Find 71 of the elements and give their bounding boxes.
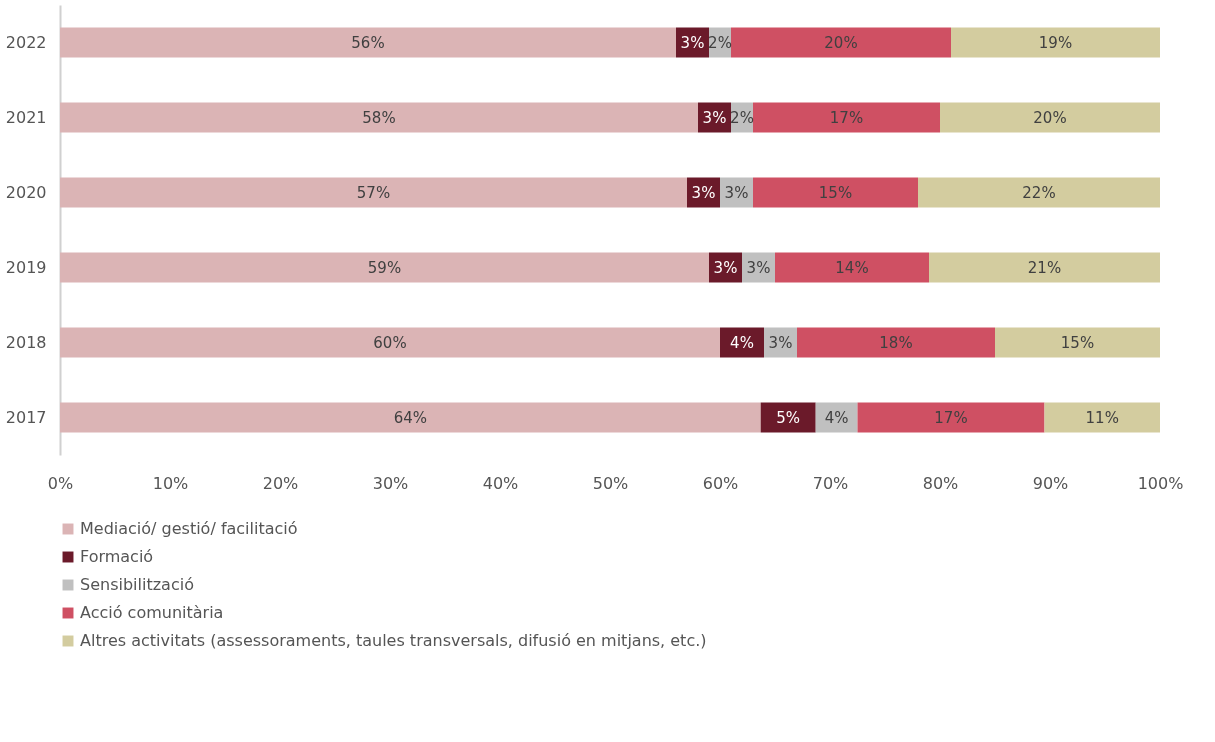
y-tick-label: 2017 [5, 407, 47, 427]
bar [760, 402, 816, 433]
x-tick-label: 0% [47, 473, 74, 493]
y-tick-label: 2020 [5, 182, 47, 202]
bar [797, 327, 995, 358]
data-label: 22% [1022, 183, 1056, 202]
data-label: 57% [356, 183, 391, 202]
bar [60, 177, 687, 208]
x-tick-label: 90% [1032, 473, 1069, 493]
x-tick-label: 50% [592, 473, 629, 493]
data-label: 15% [818, 183, 853, 202]
bar [951, 27, 1160, 58]
data-label: 11% [1085, 408, 1119, 427]
bar [753, 102, 940, 133]
data-label: 64% [393, 408, 428, 427]
bar [60, 102, 698, 133]
bar [60, 402, 761, 433]
bar [60, 27, 676, 58]
data-label: 59% [367, 258, 402, 277]
x-tick-label: 10% [152, 473, 189, 493]
data-label: 3% [713, 258, 738, 277]
y-tick-label: 2021 [5, 107, 47, 127]
data-label: 4% [730, 333, 754, 352]
data-label: 17% [829, 108, 864, 127]
data-label: 58% [362, 108, 396, 127]
bar [940, 102, 1160, 133]
x-tick-label: 80% [922, 473, 959, 493]
data-label: 3% [724, 183, 749, 202]
data-label: 4% [824, 408, 849, 427]
bar [753, 177, 918, 208]
legend-label: Altres activitats (assessoraments, taules transversals, difusió en mitjans, etc.) [80, 631, 707, 650]
bar [731, 27, 951, 58]
bar [929, 252, 1160, 283]
data-label: 20% [824, 33, 858, 52]
data-label: 56% [351, 33, 385, 52]
legend-label: Mediació/ gestió/ facilitació [80, 519, 298, 538]
data-label: 3% [746, 258, 771, 277]
y-tick-label: 2022 [5, 32, 47, 52]
data-label: 19% [1038, 33, 1073, 52]
bar [1044, 402, 1160, 433]
bar [775, 252, 929, 283]
legend-label: Sensibilització [80, 575, 194, 594]
bar [60, 252, 709, 283]
data-label: 21% [1027, 258, 1062, 277]
y-tick-label: 2019 [5, 257, 47, 277]
x-tick-label: 70% [812, 473, 849, 493]
bar [60, 327, 720, 358]
bar [918, 177, 1160, 208]
data-label: 3% [702, 108, 727, 127]
x-tick-label: 30% [372, 473, 409, 493]
bar [857, 402, 1045, 433]
data-label: 3% [680, 33, 705, 52]
data-label: 17% [934, 408, 968, 427]
data-label: 3% [691, 183, 716, 202]
data-label: 18% [879, 333, 913, 352]
x-tick-label: 20% [262, 473, 299, 493]
data-label: 60% [373, 333, 407, 352]
x-tick-label: 60% [702, 473, 739, 493]
x-tick-label: 40% [482, 473, 519, 493]
legend-label: Formació [80, 547, 154, 566]
bar [995, 327, 1160, 358]
data-label: 5% [776, 408, 801, 427]
data-label: 14% [835, 258, 869, 277]
data-label: 20% [1033, 108, 1067, 127]
data-label: 15% [1060, 333, 1095, 352]
data-label: 3% [768, 333, 793, 352]
y-tick-label: 2018 [5, 332, 47, 352]
data-label: 2% [730, 108, 754, 127]
x-tick-label: 100% [1137, 473, 1184, 493]
legend-label: Acció comunitària [80, 603, 224, 622]
data-label: 2% [708, 33, 732, 52]
